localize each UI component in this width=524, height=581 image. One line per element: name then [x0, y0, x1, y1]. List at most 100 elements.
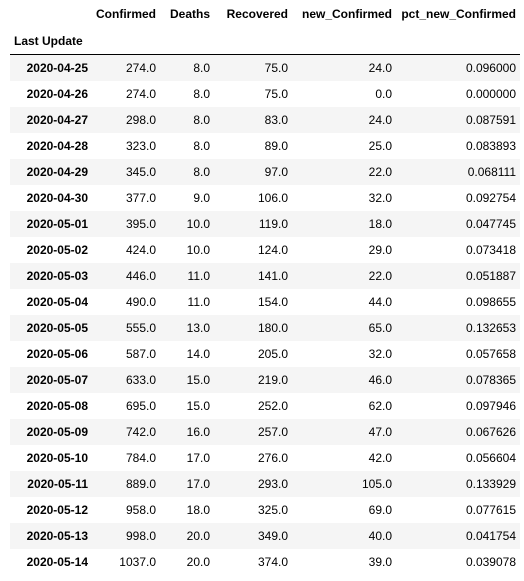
cell-deaths: 10.0	[186, 217, 210, 231]
cell-confirmed: 323.0	[125, 139, 156, 153]
row-index-date: 2020-05-14	[26, 555, 88, 569]
cell-confirmed: 633.0	[125, 373, 156, 387]
cell-confirmed: 1037.0	[119, 555, 156, 569]
table-row: 2020-05-13 998.0 20.0 349.0 40.0 0.041754	[10, 523, 520, 549]
index-name-row: Last Update	[10, 28, 520, 55]
cell-recovered: 252.0	[257, 399, 288, 413]
cell-confirmed: 274.0	[125, 87, 156, 101]
cell-recovered: 119.0	[258, 217, 288, 231]
row-index-date: 2020-04-30	[26, 191, 88, 205]
cell-deaths: 8.0	[193, 61, 210, 75]
cell-pct-new-confirmed: 0.068111	[467, 165, 516, 179]
cell-confirmed: 958.0	[125, 503, 156, 517]
row-index-date: 2020-05-01	[26, 217, 88, 231]
cell-new-confirmed: 24.0	[368, 61, 392, 75]
cell-deaths: 18.0	[186, 503, 210, 517]
cell-deaths: 15.0	[186, 373, 210, 387]
cell-confirmed: 424.0	[125, 243, 156, 257]
cell-confirmed: 274.0	[125, 61, 156, 75]
cell-new-confirmed: 44.0	[368, 295, 392, 309]
row-index-date: 2020-04-27	[26, 113, 88, 127]
cell-new-confirmed: 62.0	[368, 399, 392, 413]
table-row: 2020-05-01 395.0 10.0 119.0 18.0 0.047745	[10, 211, 520, 237]
cell-pct-new-confirmed: 0.051887	[465, 269, 516, 283]
cell-pct-new-confirmed: 0.000000	[465, 87, 516, 101]
cell-confirmed: 377.0	[125, 191, 156, 205]
cell-recovered: 83.0	[264, 113, 288, 127]
cell-confirmed: 490.0	[125, 295, 156, 309]
table-row: 2020-05-07 633.0 15.0 219.0 46.0 0.078365	[10, 367, 520, 393]
row-index-date: 2020-05-08	[26, 399, 88, 413]
cell-new-confirmed: 40.0	[368, 529, 392, 543]
row-index-date: 2020-05-10	[26, 451, 88, 465]
cell-confirmed: 742.0	[125, 425, 156, 439]
cell-recovered: 257.0	[257, 425, 288, 439]
table-row: 2020-05-12 958.0 18.0 325.0 69.0 0.077615	[10, 497, 520, 523]
table-row: 2020-05-05 555.0 13.0 180.0 65.0 0.132653	[10, 315, 520, 341]
cell-pct-new-confirmed: 0.056604	[465, 451, 516, 465]
table-row: 2020-04-28 323.0 8.0 89.0 25.0 0.083893	[10, 133, 520, 159]
cell-recovered: 106.0	[257, 191, 288, 205]
table-row: 2020-05-02 424.0 10.0 124.0 29.0 0.073418	[10, 237, 520, 263]
column-header-deaths: Deaths	[169, 7, 210, 21]
cell-pct-new-confirmed: 0.096000	[465, 61, 516, 75]
cell-confirmed: 345.0	[125, 165, 156, 179]
cell-deaths: 17.0	[186, 477, 210, 491]
cell-pct-new-confirmed: 0.047745	[465, 217, 516, 231]
row-index-date: 2020-05-13	[26, 529, 88, 543]
table-row: 2020-04-27 298.0 8.0 83.0 24.0 0.087591	[10, 107, 520, 133]
header-corner	[10, 0, 92, 28]
table-body: 2020-04-25 274.0 8.0 75.0 24.0 0.096000 2020-0…	[10, 54, 520, 575]
column-header-pct-new-confirmed: pct_new_Confirmed	[401, 7, 516, 21]
cell-deaths: 16.0	[186, 425, 210, 439]
table-row: 2020-05-10 784.0 17.0 276.0 42.0 0.056604	[10, 445, 520, 471]
cell-pct-new-confirmed: 0.041754	[465, 529, 516, 543]
row-index-date: 2020-04-29	[26, 165, 88, 179]
cell-deaths: 8.0	[193, 87, 210, 101]
cell-recovered: 97.0	[264, 165, 288, 179]
cell-deaths: 8.0	[193, 139, 210, 153]
row-index-date: 2020-05-07	[26, 373, 88, 387]
cell-deaths: 17.0	[186, 451, 210, 465]
cell-deaths: 10.0	[186, 243, 210, 257]
table-row: 2020-04-25 274.0 8.0 75.0 24.0 0.096000	[10, 54, 520, 81]
cell-recovered: 276.0	[257, 451, 288, 465]
cell-recovered: 89.0	[264, 139, 288, 153]
cell-recovered: 325.0	[257, 503, 288, 517]
cell-pct-new-confirmed: 0.078365	[465, 373, 516, 387]
cell-pct-new-confirmed: 0.087591	[465, 113, 516, 127]
cell-recovered: 124.0	[257, 243, 288, 257]
cell-recovered: 293.0	[257, 477, 288, 491]
table-row: 2020-05-06 587.0 14.0 205.0 32.0 0.057658	[10, 341, 520, 367]
cell-deaths: 8.0	[193, 113, 210, 127]
cell-deaths: 11.0	[187, 295, 210, 309]
row-index-date: 2020-05-05	[26, 321, 88, 335]
column-header-new-confirmed: new_Confirmed	[301, 7, 392, 21]
cell-recovered: 154.0	[257, 295, 288, 309]
dataframe-output: Confirmed Deaths Recovered new_Confirmed…	[10, 0, 520, 575]
cell-deaths: 13.0	[186, 321, 210, 335]
column-header-recovered: Recovered	[226, 7, 288, 21]
row-index-date: 2020-05-02	[26, 243, 88, 257]
cell-new-confirmed: 32.0	[368, 347, 392, 361]
cell-deaths: 20.0	[186, 529, 210, 543]
cell-new-confirmed: 69.0	[368, 503, 392, 517]
cell-new-confirmed: 32.0	[368, 191, 392, 205]
cell-confirmed: 587.0	[125, 347, 156, 361]
table-row: 2020-05-08 695.0 15.0 252.0 62.0 0.097946	[10, 393, 520, 419]
cell-confirmed: 298.0	[125, 113, 156, 127]
cell-recovered: 349.0	[257, 529, 288, 543]
column-header-confirmed: Confirmed	[96, 7, 156, 21]
index-name-label: Last Update	[10, 28, 92, 55]
column-header-row: Confirmed Deaths Recovered new_Confirmed…	[10, 0, 520, 28]
cell-pct-new-confirmed: 0.098655	[465, 295, 516, 309]
cell-new-confirmed: 18.0	[368, 217, 392, 231]
table-row: 2020-05-11 889.0 17.0 293.0 105.0 0.133929	[10, 471, 520, 497]
cell-recovered: 180.0	[257, 321, 288, 335]
cell-new-confirmed: 22.0	[368, 269, 392, 283]
table-row: 2020-04-26 274.0 8.0 75.0 0.0 0.000000	[10, 81, 520, 107]
row-index-date: 2020-04-25	[26, 61, 88, 75]
cell-confirmed: 695.0	[125, 399, 156, 413]
cell-recovered: 205.0	[257, 347, 288, 361]
row-index-date: 2020-05-03	[26, 269, 88, 283]
